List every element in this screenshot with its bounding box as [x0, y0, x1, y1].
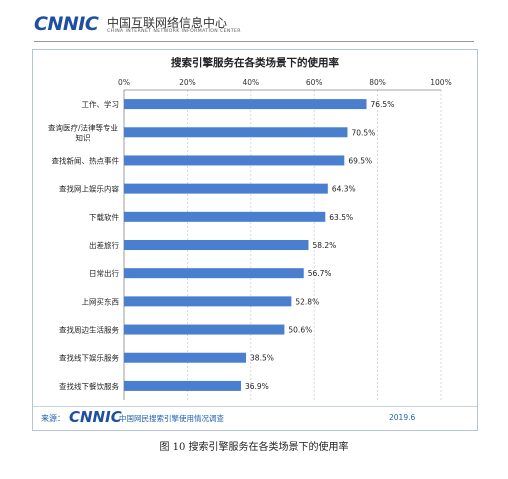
usage-bar-chart: 搜索引擎服务在各类场景下的使用率 0% 20% 40% 60% 80% 100% 76.5% 工…	[48, 56, 452, 400]
cnnic-logo: CNNIC	[34, 13, 99, 35]
bar	[124, 352, 247, 363]
header-divider	[34, 41, 474, 42]
category-label: 下载软件	[89, 212, 119, 222]
category-label: 查找新闻、热点事件	[52, 155, 120, 165]
category-label: 查询医疗/法律等专业	[48, 122, 119, 132]
category-label: 工作、学习	[82, 99, 120, 109]
data-label: 38.5%	[250, 354, 274, 363]
chart-title: 搜索引擎服务在各类场景下的使用率	[171, 56, 339, 69]
bar	[124, 155, 345, 166]
report-header: CNNIC 中国互联网络信息中心 CHINA INTERNET NETWORK …	[34, 12, 474, 38]
category-label: 查找网上娱乐内容	[59, 184, 119, 194]
x-tick-label: 20%	[179, 78, 196, 87]
source-row: 来源： CNNIC 中国网民搜索引擎使用情况调查 2019.6	[33, 406, 477, 429]
category-label: 日常出行	[89, 268, 119, 278]
bar	[124, 324, 285, 335]
x-tick-label: 60%	[306, 78, 323, 87]
category-label: 上网买东西	[82, 296, 120, 306]
data-label: 69.5%	[348, 156, 372, 165]
bar	[124, 183, 328, 194]
bar	[124, 268, 304, 279]
data-label: 36.9%	[245, 382, 269, 391]
source-label: 来源：	[41, 414, 65, 423]
figure-caption: 图 10 搜索引擎服务在各类场景下的使用率	[159, 442, 349, 453]
source-logo: CNNIC	[69, 408, 122, 426]
data-label: 76.5%	[371, 100, 395, 109]
data-label: 58.2%	[312, 241, 336, 250]
category-label: 出差旅行	[89, 240, 119, 250]
category-label: 查找线下餐饮服务	[59, 381, 119, 391]
data-label: 64.3%	[332, 185, 356, 194]
bar	[124, 127, 348, 138]
x-tick-label: 80%	[369, 78, 386, 87]
bar	[124, 380, 241, 391]
bar	[124, 211, 326, 222]
data-label: 56.7%	[308, 269, 332, 278]
data-label: 70.5%	[351, 128, 375, 137]
bar	[124, 99, 367, 110]
org-name-en: CHINA INTERNET NETWORK INFORMATION CENTE…	[107, 29, 241, 34]
x-tick-label: 0%	[118, 78, 130, 87]
category-label: 查找线下娱乐服务	[59, 353, 119, 363]
data-label: 63.5%	[329, 213, 353, 222]
bar	[124, 296, 292, 307]
figure-box: 搜索引擎服务在各类场景下的使用率 0% 20% 40% 60% 80% 100% 76.5% 工…	[32, 49, 478, 431]
org-name-cn: 中国互联网络信息中心	[107, 16, 228, 30]
data-label: 50.6%	[288, 326, 312, 335]
category-label: 知识	[76, 132, 91, 142]
bar	[124, 240, 309, 250]
x-tick-label: 40%	[242, 78, 259, 87]
category-label: 查找周边生活服务	[59, 325, 119, 335]
source-text: 中国网民搜索引擎使用情况调查	[119, 414, 224, 423]
x-tick-label: 100%	[430, 78, 451, 87]
source-year: 2019.6	[389, 413, 416, 422]
data-label: 52.8%	[295, 297, 319, 306]
